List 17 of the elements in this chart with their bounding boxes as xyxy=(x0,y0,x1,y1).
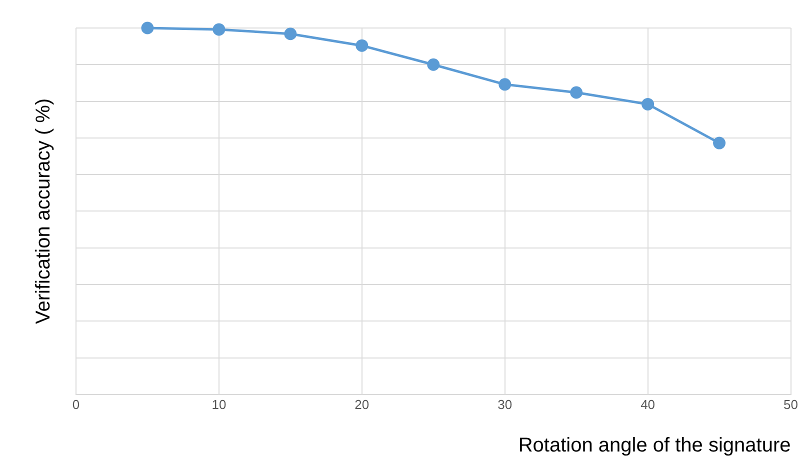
x-tick-label: 30 xyxy=(498,396,512,412)
x-axis-title: Rotation angle of the signature xyxy=(518,434,791,457)
x-tick-label: 20 xyxy=(354,396,370,412)
point xyxy=(356,39,368,52)
y-axis-title: Verification accuracy ( %) xyxy=(32,98,55,324)
x-tick-label: 0 xyxy=(72,396,80,412)
point xyxy=(713,136,726,150)
point xyxy=(570,86,583,99)
x-tick-label: 10 xyxy=(212,396,226,412)
point xyxy=(141,22,154,34)
point xyxy=(498,78,512,91)
point xyxy=(427,58,440,71)
point xyxy=(212,23,226,36)
point xyxy=(284,28,297,40)
x-tick-label: 50 xyxy=(784,396,798,412)
x-tick-label: 40 xyxy=(640,396,656,412)
point xyxy=(642,98,654,110)
